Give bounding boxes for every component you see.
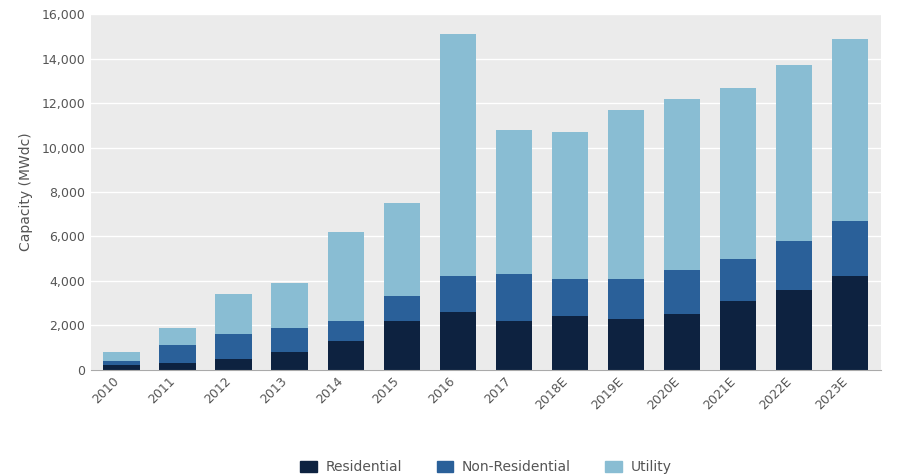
Bar bbox=[775, 241, 812, 290]
Bar bbox=[775, 290, 812, 370]
Legend: Residential, Non-Residential, Utility: Residential, Non-Residential, Utility bbox=[295, 455, 676, 474]
Bar bbox=[215, 359, 252, 370]
Bar bbox=[439, 312, 476, 370]
Bar bbox=[551, 317, 588, 370]
Y-axis label: Capacity (MWdc): Capacity (MWdc) bbox=[19, 133, 33, 251]
Bar bbox=[607, 110, 644, 279]
Bar bbox=[496, 321, 532, 370]
Bar bbox=[271, 352, 308, 370]
Bar bbox=[439, 276, 476, 312]
Bar bbox=[104, 352, 140, 361]
Bar bbox=[607, 319, 644, 370]
Bar bbox=[720, 88, 756, 259]
Bar bbox=[664, 270, 700, 314]
Bar bbox=[551, 279, 588, 317]
Bar bbox=[160, 345, 196, 363]
Bar bbox=[832, 276, 868, 370]
Bar bbox=[328, 321, 364, 341]
Bar bbox=[775, 65, 812, 241]
Bar bbox=[551, 132, 588, 279]
Bar bbox=[439, 34, 476, 276]
Bar bbox=[328, 341, 364, 370]
Bar bbox=[328, 232, 364, 321]
Bar bbox=[832, 221, 868, 276]
Bar bbox=[496, 130, 532, 274]
Bar bbox=[383, 296, 419, 321]
Bar bbox=[160, 328, 196, 345]
Bar bbox=[496, 274, 532, 321]
Bar bbox=[832, 39, 868, 221]
Bar bbox=[607, 279, 644, 319]
Bar bbox=[383, 203, 419, 296]
Bar bbox=[664, 99, 700, 270]
Bar bbox=[215, 294, 252, 334]
Bar bbox=[271, 283, 308, 328]
Bar bbox=[104, 361, 140, 365]
Bar bbox=[160, 363, 196, 370]
Bar bbox=[215, 334, 252, 359]
Bar bbox=[104, 365, 140, 370]
Bar bbox=[720, 259, 756, 301]
Bar bbox=[720, 301, 756, 370]
Bar bbox=[664, 314, 700, 370]
Bar bbox=[271, 328, 308, 352]
Bar bbox=[383, 321, 419, 370]
